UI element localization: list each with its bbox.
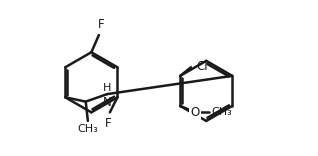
Text: N: N bbox=[103, 96, 112, 109]
Text: O: O bbox=[190, 106, 200, 119]
Text: H: H bbox=[103, 83, 111, 93]
Text: F: F bbox=[98, 18, 104, 31]
Text: CH₃: CH₃ bbox=[211, 107, 232, 117]
Text: CH₃: CH₃ bbox=[78, 124, 98, 134]
Text: Cl: Cl bbox=[196, 60, 208, 73]
Text: F: F bbox=[104, 117, 111, 130]
